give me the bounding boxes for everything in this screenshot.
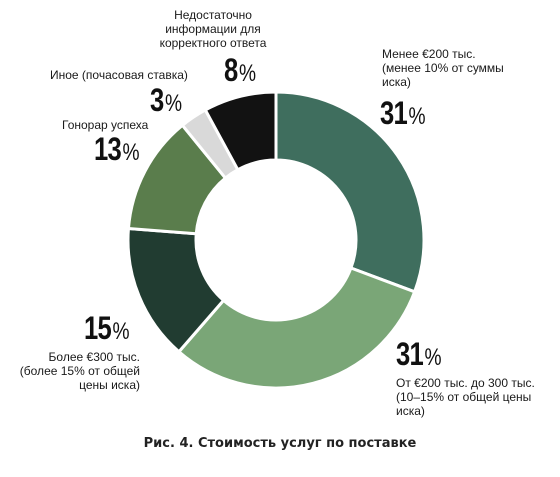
percent-sign: % xyxy=(239,60,256,87)
donut-slice-5 xyxy=(203,90,278,172)
slice-label-line: иска) xyxy=(382,75,411,89)
slice-label-line: (10–15% от общей цены xyxy=(396,390,532,404)
percent-value: 15 xyxy=(84,310,112,346)
slice-label-success-fee: Гонорар успеха xyxy=(62,118,182,132)
percent-sign: % xyxy=(424,344,441,371)
slice-label-other: Иное (почасовая ставка) xyxy=(50,68,220,82)
slice-label-line: (более 15% от общей xyxy=(19,364,140,378)
slice-label-line: иска) xyxy=(396,404,425,418)
percent-value: 31 xyxy=(396,336,424,372)
slice-label-line: (менее 10% от суммы xyxy=(382,61,504,75)
percent-value: 3 xyxy=(150,82,164,118)
percent-sign: % xyxy=(122,139,139,166)
figure-caption: Рис. 4. Стоимость услуг по поставке xyxy=(143,436,417,451)
slice-percent-other: 3% xyxy=(150,82,182,120)
slice-label-200-300k: От €200 тыс. до 300 тыс. (10–15% от обще… xyxy=(396,376,556,418)
slice-percent-over-300k: 15% xyxy=(84,310,130,348)
slice-label-line: Более €300 тыс. xyxy=(48,350,140,364)
slice-label-over-300k: Более €300 тыс. (более 15% от общей цены… xyxy=(0,350,140,392)
slice-label-line: цены иска) xyxy=(79,378,140,392)
slice-label-line: От €200 тыс. до 300 тыс. xyxy=(396,376,535,390)
slice-percent-under-200k: 31% xyxy=(380,95,426,133)
percent-sign: % xyxy=(408,103,425,130)
percent-value: 8 xyxy=(224,52,238,88)
percent-value: 13 xyxy=(94,131,122,167)
percent-sign: % xyxy=(112,318,129,345)
percent-sign: % xyxy=(165,90,182,117)
slice-percent-success-fee: 13% xyxy=(94,131,140,169)
slice-percent-insufficient-info: 8% xyxy=(224,52,256,90)
slice-label-line: Менее €200 тыс. xyxy=(382,47,476,61)
slice-label-line: корректного ответа xyxy=(159,36,267,50)
slice-label-insufficient-info: Недостаточно информации для корректного … xyxy=(148,8,278,50)
slice-label-line: Недостаточно xyxy=(174,8,252,22)
donut-slice-0 xyxy=(274,90,426,294)
slice-label-line: информации для xyxy=(165,22,261,36)
slice-label-line: Иное (почасовая ставка) xyxy=(50,68,188,82)
slice-label-under-200k: Менее €200 тыс. (менее 10% от суммы иска… xyxy=(382,47,532,89)
slice-label-line: Гонорар успеха xyxy=(62,118,149,132)
donut-slice-1 xyxy=(177,266,417,390)
slice-percent-200-300k: 31% xyxy=(396,336,442,374)
percent-value: 31 xyxy=(380,95,408,131)
